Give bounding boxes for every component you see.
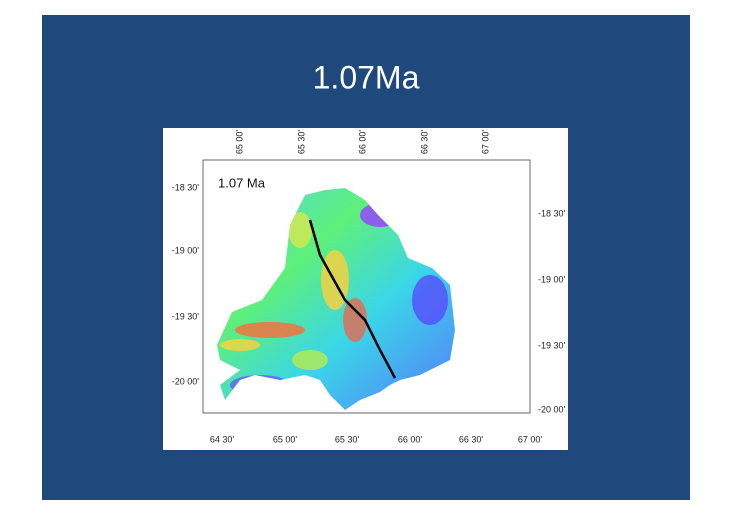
left-tick-label: -19 30' bbox=[172, 311, 200, 321]
top-tick-label: 65 00' bbox=[234, 130, 244, 155]
bottom-tick-label: 65 00' bbox=[273, 434, 298, 444]
map-frame bbox=[202, 159, 531, 414]
left-tick-label: -19 00' bbox=[172, 245, 200, 255]
map-label: 1.07 Ma bbox=[218, 175, 266, 190]
top-tick-label: 67 00' bbox=[480, 130, 490, 155]
left-tick-label: -18 30' bbox=[172, 182, 200, 192]
right-tick-label: -18 30' bbox=[538, 208, 566, 218]
right-tick-label: -19 00' bbox=[538, 274, 566, 284]
fault-line bbox=[308, 219, 397, 379]
slide-title: 1.07Ma bbox=[313, 59, 420, 95]
top-tick-label: 65 30' bbox=[296, 130, 306, 155]
bottom-tick-label: 65 30' bbox=[335, 434, 360, 444]
tick-labels: 65 00' 65 30' 66 00' 66 30' 67 00' 64 30' 65 0… bbox=[172, 130, 566, 445]
bottom-tick-label: 64 30' bbox=[210, 434, 235, 444]
left-tick-label: -20 00' bbox=[172, 376, 200, 386]
top-tick-label: 66 30' bbox=[419, 130, 429, 155]
bottom-tick-label: 67 00' bbox=[518, 434, 543, 444]
top-tick-label: 66 00' bbox=[357, 130, 367, 155]
bottom-tick-label: 66 00' bbox=[398, 434, 423, 444]
right-tick-label: -19 30' bbox=[538, 340, 566, 350]
right-tick-label: -20 00' bbox=[538, 404, 566, 414]
bottom-tick-label: 66 30' bbox=[459, 434, 484, 444]
